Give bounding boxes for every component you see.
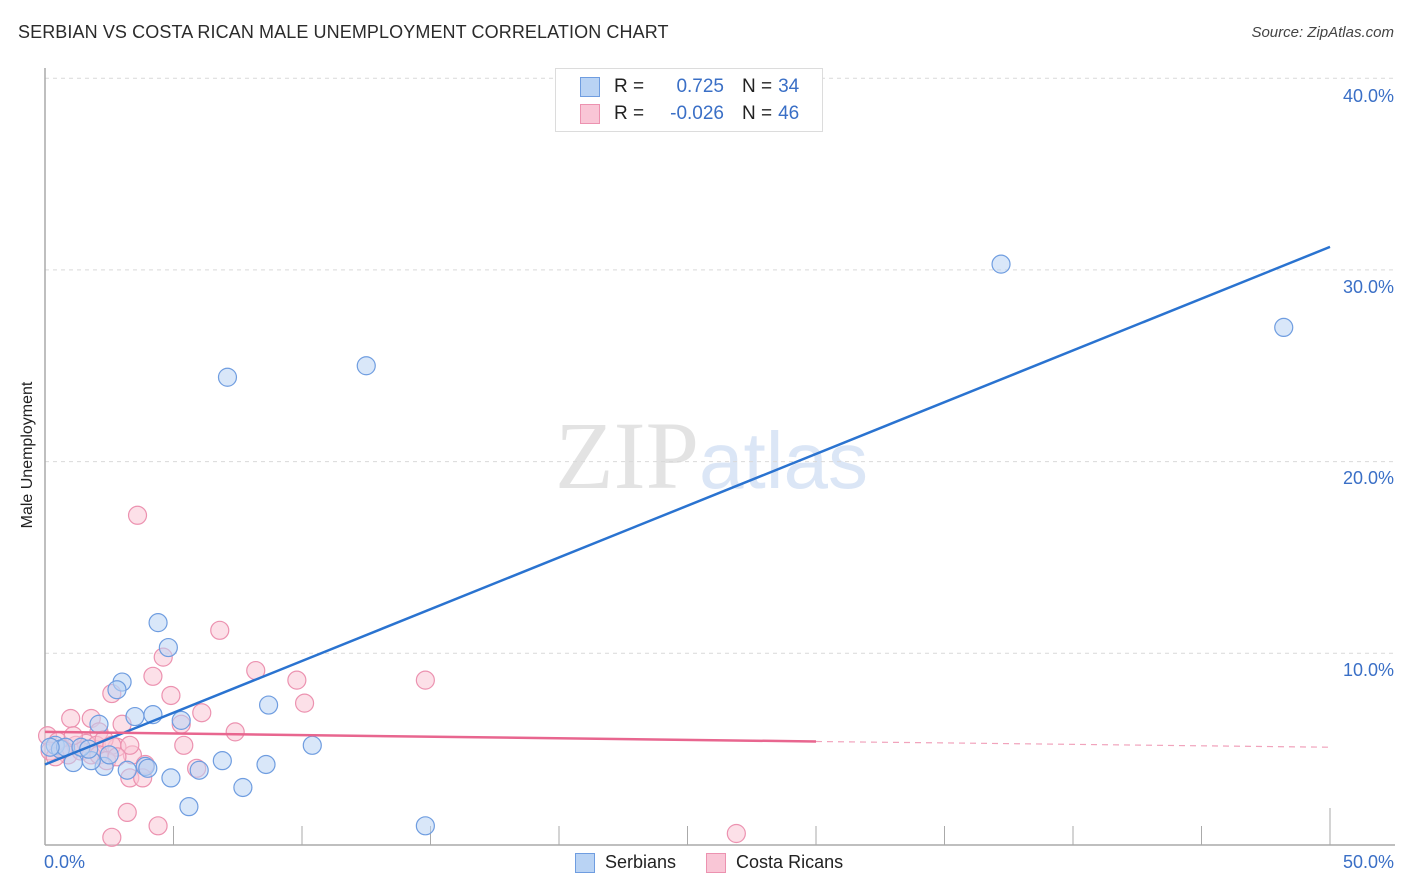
data-point[interactable] — [189, 760, 209, 780]
serbians-points — [40, 254, 1294, 836]
axes — [44, 68, 1395, 846]
r-value: 0.725 — [676, 76, 724, 97]
data-point[interactable] — [117, 760, 137, 780]
watermark-atlas: atlas — [699, 416, 868, 505]
data-point[interactable] — [174, 735, 194, 755]
data-point[interactable] — [138, 758, 158, 778]
data-point[interactable] — [143, 666, 163, 686]
n-value: 34 — [778, 76, 800, 97]
data-point[interactable] — [726, 823, 746, 844]
data-point[interactable] — [210, 620, 230, 640]
data-point[interactable] — [89, 714, 109, 734]
data-point[interactable] — [225, 722, 245, 742]
n-label: N = — [742, 76, 773, 97]
n-value: 46 — [778, 103, 800, 124]
data-point[interactable] — [179, 797, 199, 817]
watermark-zip: ZIP — [555, 402, 699, 509]
data-point[interactable] — [233, 777, 253, 798]
gridlines — [45, 77, 1395, 654]
legend-item-costa-ricans[interactable]: Costa Ricans — [706, 852, 843, 873]
data-point[interactable] — [161, 768, 181, 788]
data-point[interactable] — [125, 706, 145, 727]
data-point[interactable] — [148, 613, 168, 633]
data-point[interactable] — [148, 816, 168, 836]
data-point[interactable] — [256, 754, 276, 775]
y-axis-label: Male Unemployment — [19, 381, 36, 529]
data-point[interactable] — [415, 816, 435, 836]
r-label: R = — [614, 103, 645, 124]
data-point[interactable] — [99, 745, 119, 765]
data-point[interactable] — [1274, 317, 1294, 338]
serbians-swatch-icon — [575, 852, 595, 873]
data-point[interactable] — [287, 670, 307, 690]
data-point[interactable] — [61, 708, 81, 729]
y-tick-30: 30.0% — [1342, 277, 1394, 297]
data-point[interactable] — [212, 751, 232, 771]
chart-title: SERBIAN VS COSTA RICAN MALE UNEMPLOYMENT… — [18, 22, 669, 42]
x-tick-0: 0.0% — [44, 852, 86, 872]
costa-ricans-trend-extension — [815, 740, 1331, 748]
y-tick-40: 40.0% — [1342, 86, 1394, 106]
n-label: N = — [742, 103, 773, 124]
costa-ricans-trend-line — [44, 730, 817, 743]
data-point[interactable] — [107, 680, 127, 700]
data-point[interactable] — [991, 254, 1011, 274]
data-point[interactable] — [117, 802, 137, 823]
correlation-legend: R = 0.725 N = 34 R = -0.026 N = 46 — [555, 68, 823, 132]
data-point[interactable] — [120, 735, 140, 755]
trend-lines — [44, 245, 1331, 766]
legend-row-serbians: R = 0.725 N = 34 — [580, 75, 799, 99]
data-point[interactable] — [294, 693, 315, 713]
x-tick-50: 50.0% — [1342, 852, 1394, 872]
y-tick-10: 10.0% — [1342, 660, 1394, 680]
legend-label-serbians: Serbians — [605, 852, 677, 872]
r-value: -0.026 — [670, 103, 724, 124]
serbians-trend-line — [44, 245, 1331, 766]
data-point[interactable] — [356, 356, 376, 376]
data-point[interactable] — [258, 695, 279, 715]
data-point[interactable] — [192, 703, 212, 723]
zipatlas-watermark: ZIPatlas — [555, 408, 868, 504]
legend-row-costa-ricans: R = -0.026 N = 46 — [580, 102, 799, 126]
serbians-swatch-icon — [580, 77, 600, 97]
data-point[interactable] — [102, 827, 122, 847]
data-point[interactable] — [127, 505, 148, 525]
legend-label-costa-ricans: Costa Ricans — [736, 852, 844, 872]
y-tick-20: 20.0% — [1342, 468, 1394, 488]
data-point[interactable] — [158, 637, 178, 658]
data-point[interactable] — [40, 737, 60, 757]
data-point[interactable] — [217, 367, 238, 387]
data-point[interactable] — [415, 670, 435, 690]
data-point[interactable] — [161, 685, 181, 706]
source-credit: Source: ZipAtlas.com — [1251, 24, 1394, 41]
series-legend: Serbians Costa Ricans — [575, 852, 873, 873]
costa-ricans-swatch-icon — [706, 852, 727, 873]
legend-item-serbians[interactable]: Serbians — [575, 852, 676, 873]
costa-ricans-swatch-icon — [580, 104, 600, 124]
r-label: R = — [614, 76, 645, 97]
costa-ricans-points — [37, 505, 746, 847]
data-point[interactable] — [302, 735, 322, 755]
data-point[interactable] — [171, 710, 191, 730]
